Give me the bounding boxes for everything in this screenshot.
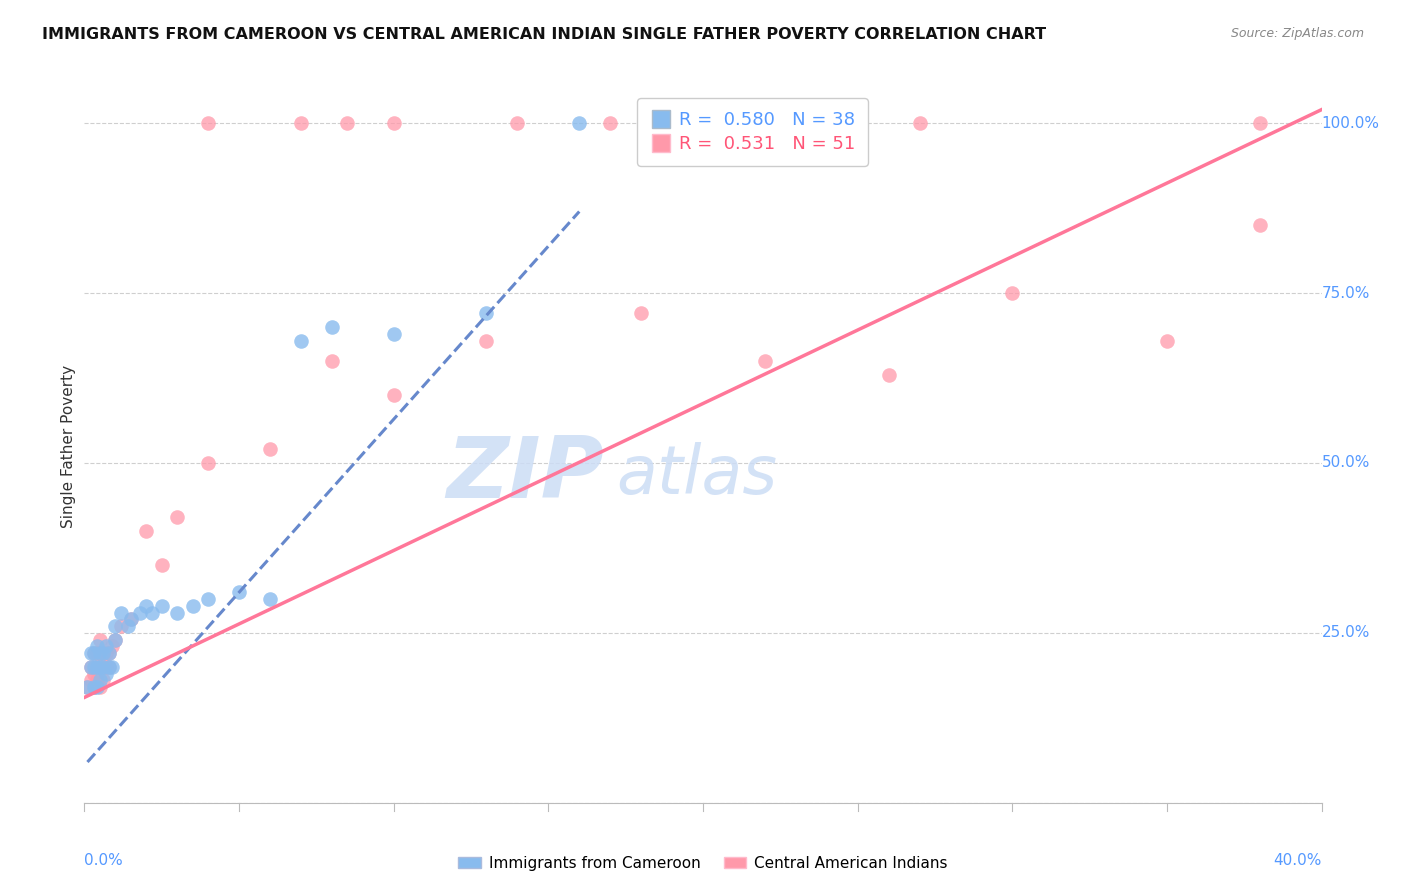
Point <box>110 619 132 633</box>
Point <box>290 116 312 130</box>
Point <box>382 326 405 341</box>
Point <box>197 591 219 606</box>
Point <box>98 660 121 674</box>
Point <box>79 673 101 688</box>
Point <box>94 646 117 660</box>
Point <box>91 660 114 674</box>
Point <box>382 116 405 130</box>
Point <box>104 619 127 633</box>
Text: atlas: atlas <box>616 442 778 508</box>
Point <box>83 646 105 660</box>
Point <box>259 442 281 457</box>
Point <box>98 660 121 674</box>
Point <box>98 646 121 660</box>
Point <box>91 646 114 660</box>
Point <box>321 354 343 368</box>
Point <box>86 646 108 660</box>
Point <box>89 646 111 660</box>
Point <box>79 646 101 660</box>
Point <box>1249 218 1271 232</box>
Point <box>101 660 124 674</box>
Text: 50.0%: 50.0% <box>1322 456 1369 470</box>
Point <box>83 680 105 694</box>
Point <box>321 320 343 334</box>
Point <box>117 619 139 633</box>
Text: Source: ZipAtlas.com: Source: ZipAtlas.com <box>1230 27 1364 40</box>
Point <box>91 660 114 674</box>
Text: 0.0%: 0.0% <box>84 853 124 868</box>
Point <box>141 606 163 620</box>
Point <box>150 599 173 613</box>
Text: 75.0%: 75.0% <box>1322 285 1369 301</box>
Point <box>89 646 111 660</box>
Point <box>91 646 114 660</box>
Text: 100.0%: 100.0% <box>1322 116 1379 131</box>
Point <box>86 660 108 674</box>
Point <box>120 612 142 626</box>
Point <box>475 306 498 320</box>
Point <box>94 666 117 681</box>
Point <box>290 334 312 348</box>
Point <box>135 599 157 613</box>
Point <box>506 116 529 130</box>
Point <box>94 660 117 674</box>
Point <box>475 334 498 348</box>
Point <box>382 388 405 402</box>
Point <box>197 456 219 470</box>
Point <box>79 660 101 674</box>
Point <box>86 673 108 688</box>
Legend: Immigrants from Cameroon, Central American Indians: Immigrants from Cameroon, Central Americ… <box>453 850 953 877</box>
Point <box>1001 286 1024 301</box>
Point <box>166 606 188 620</box>
Point <box>630 306 652 320</box>
Point <box>259 591 281 606</box>
Text: ZIP: ZIP <box>446 433 605 516</box>
Point <box>661 116 683 130</box>
Text: IMMIGRANTS FROM CAMEROON VS CENTRAL AMERICAN INDIAN SINGLE FATHER POVERTY CORREL: IMMIGRANTS FROM CAMEROON VS CENTRAL AMER… <box>42 27 1046 42</box>
Point <box>83 646 105 660</box>
Point <box>83 660 105 674</box>
Point <box>1156 334 1178 348</box>
Point <box>181 599 204 613</box>
Point <box>83 680 105 694</box>
Point <box>86 680 108 694</box>
Point <box>568 116 591 130</box>
Point <box>79 660 101 674</box>
Point <box>86 660 108 674</box>
Y-axis label: Single Father Poverty: Single Father Poverty <box>60 365 76 527</box>
Point <box>98 646 121 660</box>
Point <box>877 368 900 382</box>
Point <box>336 116 359 130</box>
Point <box>83 666 105 681</box>
Point <box>89 660 111 674</box>
Text: 25.0%: 25.0% <box>1322 625 1369 640</box>
Point <box>94 640 117 654</box>
Text: 40.0%: 40.0% <box>1274 853 1322 868</box>
Point <box>91 673 114 688</box>
Point <box>754 354 776 368</box>
Point <box>129 606 152 620</box>
Point <box>89 673 111 688</box>
Point <box>76 680 98 694</box>
Point <box>908 116 931 130</box>
Point <box>150 558 173 572</box>
Point <box>104 632 127 647</box>
Point <box>104 632 127 647</box>
Point <box>599 116 621 130</box>
Point <box>197 116 219 130</box>
Point <box>166 510 188 524</box>
Point <box>101 640 124 654</box>
Point <box>89 632 111 647</box>
Point <box>135 524 157 538</box>
Point <box>89 660 111 674</box>
Point <box>1249 116 1271 130</box>
Point <box>86 640 108 654</box>
Point <box>110 606 132 620</box>
Point <box>89 680 111 694</box>
Point <box>76 680 98 694</box>
Point <box>228 585 250 599</box>
Point <box>120 612 142 626</box>
